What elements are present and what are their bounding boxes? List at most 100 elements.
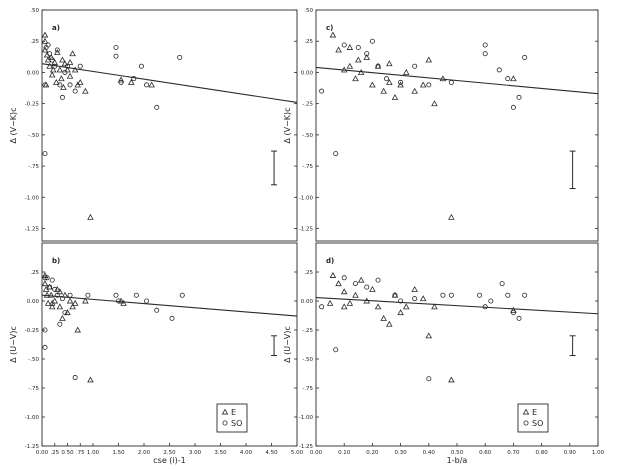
- point-triangle: [419, 295, 427, 302]
- point-triangle: [44, 299, 52, 306]
- point-circle: [477, 292, 483, 298]
- point-triangle: [402, 303, 410, 310]
- y-axis-title: Δ (U−V)c: [9, 326, 18, 363]
- point-triangle: [53, 78, 60, 85]
- y-tick-label: -1.00: [299, 195, 314, 201]
- point-circle: [42, 275, 48, 281]
- point-circle: [448, 79, 454, 85]
- point-circle: [52, 286, 58, 292]
- x-tick-label: 0.80: [535, 450, 548, 456]
- point-triangle: [380, 87, 387, 94]
- point-triangle: [425, 56, 433, 63]
- point-circle: [398, 79, 404, 85]
- point-circle: [505, 76, 511, 82]
- panel-c: .50 .25 0.00 -.25 -.50 -.75 -1.00 -1.25 Δ (V−K)c…: [283, 8, 599, 242]
- y-tick-label: .50: [30, 8, 39, 14]
- point-circle: [42, 327, 48, 333]
- point-triangle: [61, 291, 69, 298]
- point-circle: [67, 292, 73, 298]
- point-triangle: [82, 87, 89, 94]
- point-circle: [118, 79, 124, 85]
- y-tick-label: -.50: [28, 133, 39, 139]
- point-circle: [113, 53, 119, 59]
- point-circle: [383, 76, 389, 82]
- fit-line: [41, 294, 298, 317]
- point-triangle: [59, 314, 66, 321]
- y-axis-title: Δ (U−V)c: [283, 326, 292, 363]
- point-triangle: [346, 62, 354, 69]
- point-circle: [496, 67, 502, 73]
- point-circle: [62, 310, 68, 316]
- x-tick-label: 0.90: [564, 450, 577, 456]
- y-tick-label: -1.25: [299, 444, 314, 450]
- point-circle: [177, 54, 183, 60]
- point-triangle: [61, 60, 69, 67]
- point-triangle: [340, 288, 348, 295]
- point-circle: [426, 376, 432, 382]
- y-tick-label: -.75: [302, 164, 313, 170]
- y-tick-label: .25: [30, 270, 39, 276]
- point-triangle: [76, 78, 84, 85]
- point-circle: [45, 42, 51, 48]
- point-circle: [133, 292, 139, 298]
- panel-label: c): [326, 24, 333, 32]
- point-triangle: [51, 297, 59, 304]
- y-tick-label: -1.25: [25, 227, 40, 233]
- point-triangle: [127, 78, 135, 85]
- point-triangle: [56, 288, 64, 295]
- point-triangle: [71, 66, 79, 73]
- x-tick-label: 0.40: [423, 450, 436, 456]
- point-triangle: [411, 285, 418, 292]
- fit-line: [315, 296, 599, 315]
- point-triangle: [66, 72, 74, 79]
- point-circle: [49, 57, 55, 63]
- point-triangle: [411, 87, 418, 94]
- point-circle: [52, 63, 58, 69]
- point-triangle: [54, 49, 61, 55]
- point-circle: [505, 292, 511, 298]
- point-circle: [144, 82, 150, 88]
- y-tick-label: -1.00: [299, 415, 314, 421]
- point-triangle: [397, 309, 404, 316]
- point-circle: [62, 69, 68, 75]
- point-circle: [333, 151, 339, 157]
- point-triangle: [380, 314, 387, 321]
- point-circle: [516, 94, 522, 100]
- x-tick-label: 2.50: [163, 450, 176, 456]
- x-tick-label: 1.50: [112, 450, 125, 456]
- panel-b-frame: [41, 242, 298, 447]
- point-circle: [113, 44, 119, 50]
- x-tick-label: 0.00: [310, 450, 323, 456]
- y-axis-title: Δ (V−K)c: [9, 107, 18, 143]
- point-triangle: [54, 285, 61, 292]
- point-triangle: [43, 51, 51, 58]
- point-triangle: [117, 76, 125, 83]
- point-circle: [154, 104, 160, 110]
- point-circle: [85, 292, 91, 298]
- point-triangle: [43, 291, 51, 298]
- point-triangle: [510, 306, 517, 313]
- point-triangle: [431, 303, 438, 310]
- legend-label: E: [532, 408, 537, 417]
- point-circle: [47, 284, 53, 290]
- point-circle: [426, 82, 432, 88]
- point-circle: [341, 275, 347, 281]
- point-triangle: [329, 272, 337, 278]
- point-triangle: [386, 60, 393, 67]
- point-triangle: [448, 213, 455, 220]
- point-triangle: [340, 66, 348, 73]
- point-triangle: [363, 54, 371, 60]
- point-triangle: [59, 56, 66, 63]
- legend-label: SO: [532, 419, 543, 428]
- legend-marker-circle: [523, 420, 529, 426]
- y-tick-label: -1.00: [25, 195, 40, 201]
- point-triangle: [87, 376, 94, 383]
- point-circle: [319, 304, 325, 310]
- point-circle: [375, 63, 381, 69]
- point-circle: [72, 375, 78, 381]
- point-circle: [131, 76, 137, 82]
- point-circle: [77, 63, 83, 69]
- y-tick-label: 0.00: [27, 299, 40, 305]
- x-tick-label: 4.50: [265, 450, 278, 456]
- point-triangle: [402, 69, 410, 75]
